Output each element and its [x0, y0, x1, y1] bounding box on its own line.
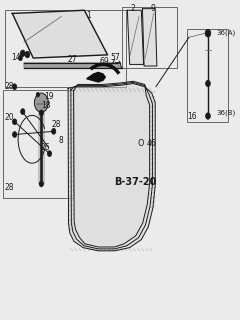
Circle shape: [25, 51, 30, 58]
Text: 9: 9: [150, 4, 155, 13]
Circle shape: [206, 113, 210, 119]
Text: 19: 19: [45, 92, 54, 101]
Text: 36(A): 36(A): [217, 29, 236, 36]
Text: 2: 2: [130, 4, 135, 13]
Text: 69: 69: [99, 57, 109, 66]
Circle shape: [21, 109, 25, 115]
Polygon shape: [127, 10, 144, 64]
Circle shape: [12, 84, 17, 90]
Circle shape: [12, 119, 17, 124]
Text: 28: 28: [5, 82, 14, 91]
Circle shape: [18, 55, 22, 60]
Polygon shape: [143, 9, 157, 66]
Text: 1: 1: [87, 11, 91, 20]
Circle shape: [39, 110, 43, 116]
Text: 28: 28: [5, 183, 14, 192]
Text: 18: 18: [41, 101, 51, 110]
Circle shape: [20, 50, 25, 56]
Polygon shape: [24, 63, 121, 68]
Polygon shape: [87, 72, 105, 82]
Text: 36(B): 36(B): [217, 109, 236, 116]
Text: 26: 26: [40, 143, 50, 152]
Text: 14: 14: [11, 53, 21, 62]
Bar: [121, 7, 177, 68]
Text: 20: 20: [5, 113, 14, 122]
Bar: [3, 90, 73, 198]
Circle shape: [205, 29, 211, 37]
Text: 28: 28: [52, 120, 61, 130]
Polygon shape: [68, 84, 155, 251]
Text: B-37-20: B-37-20: [114, 177, 157, 187]
Circle shape: [36, 92, 40, 97]
Circle shape: [39, 181, 43, 187]
Circle shape: [206, 80, 210, 87]
Circle shape: [12, 132, 17, 137]
Bar: [186, 29, 228, 122]
Text: 46: 46: [147, 139, 156, 148]
Text: 27: 27: [68, 55, 78, 64]
Circle shape: [52, 128, 56, 134]
Circle shape: [48, 151, 52, 156]
Text: 8: 8: [59, 136, 64, 145]
Polygon shape: [12, 10, 108, 58]
Circle shape: [34, 93, 48, 112]
Bar: [5, 10, 126, 87]
Text: 16: 16: [187, 113, 197, 122]
Text: 57: 57: [111, 52, 120, 61]
